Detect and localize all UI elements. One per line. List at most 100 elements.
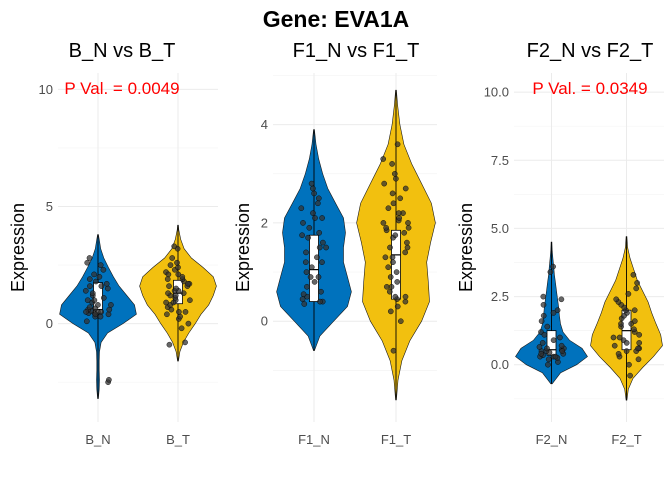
data-point (299, 232, 305, 238)
data-point (302, 259, 309, 266)
data-point (105, 311, 112, 318)
data-point (550, 337, 557, 344)
data-point (311, 279, 318, 285)
data-point (97, 262, 104, 268)
y-tick-label: 0 (46, 316, 53, 331)
data-point (623, 348, 630, 354)
data-point (538, 318, 545, 324)
y-tick-label: 0 (261, 314, 268, 329)
data-point (395, 210, 402, 216)
y-tick-label: 2.5 (491, 289, 509, 304)
data-point (84, 318, 90, 325)
data-point (171, 243, 177, 250)
data-point (300, 220, 306, 226)
data-point (176, 309, 182, 315)
data-point (389, 190, 396, 197)
data-point (636, 331, 643, 338)
figure-title: Gene: EVA1A (263, 6, 410, 32)
data-point (83, 309, 89, 315)
data-point (164, 311, 170, 318)
data-point (177, 313, 183, 320)
data-point (558, 342, 565, 349)
data-point (301, 301, 308, 307)
data-point (618, 320, 624, 327)
data-point (86, 255, 93, 261)
data-point (396, 215, 403, 221)
data-point (175, 271, 182, 278)
data-point (405, 224, 412, 231)
data-point (402, 249, 409, 256)
data-point (401, 229, 408, 236)
data-point (83, 287, 89, 294)
data-point (405, 220, 411, 226)
data-point (300, 291, 307, 298)
data-point (315, 200, 321, 207)
panel-title: F1_N vs F1_T (293, 40, 420, 62)
data-point (539, 340, 546, 346)
data-point (615, 350, 622, 357)
x-tick-label: B_N (85, 432, 110, 447)
data-point (96, 273, 103, 280)
data-point (392, 293, 399, 300)
data-point (165, 271, 172, 278)
data-point (541, 331, 548, 338)
data-point (97, 313, 104, 320)
data-point (544, 323, 551, 330)
data-point (397, 195, 404, 202)
data-point (101, 295, 107, 301)
y-tick-label: 4 (261, 117, 268, 132)
data-point (540, 312, 547, 319)
data-point (317, 298, 323, 305)
y-tick-label: 10 (39, 82, 53, 97)
y-tick-label: 5 (46, 199, 53, 214)
data-point (319, 259, 325, 266)
data-point (175, 264, 181, 271)
data-point (610, 334, 617, 341)
data-point (380, 220, 387, 226)
y-tick-label: 7.5 (491, 153, 509, 168)
data-point (106, 376, 112, 383)
data-point (623, 340, 630, 346)
data-point (182, 339, 188, 346)
data-point (616, 334, 623, 341)
data-point (631, 326, 637, 333)
p-value-annotation: P Val. = 0.0349 (532, 79, 647, 98)
data-point (87, 283, 93, 289)
data-point (540, 293, 547, 300)
y-axis-label: Expression (8, 203, 28, 292)
x-tick-label: F2_N (536, 432, 568, 447)
data-point (389, 254, 396, 261)
data-point (390, 347, 397, 354)
data-point (613, 296, 620, 303)
x-tick-label: F1_T (381, 432, 411, 447)
data-point (611, 342, 618, 349)
data-point (554, 307, 561, 314)
data-point (87, 276, 93, 282)
data-point (390, 259, 396, 266)
data-point (310, 185, 316, 192)
data-point (306, 224, 313, 231)
data-point (394, 141, 401, 148)
y-axis-label: Expression (233, 203, 253, 292)
data-point (105, 285, 111, 292)
data-point (323, 244, 329, 251)
data-point (187, 297, 193, 304)
data-point (391, 170, 398, 177)
data-point (319, 215, 325, 221)
data-point (166, 341, 173, 348)
data-point (315, 274, 322, 280)
data-point (318, 288, 324, 295)
data-point (84, 297, 91, 304)
data-point (559, 348, 566, 354)
data-point (303, 269, 310, 275)
data-point (316, 229, 323, 236)
data-point (385, 264, 392, 271)
data-point (98, 283, 105, 289)
data-point (627, 372, 633, 379)
data-point (174, 259, 180, 266)
p-value-annotation: P Val. = 0.0049 (64, 79, 179, 98)
data-point (103, 280, 110, 287)
data-point (386, 288, 393, 295)
data-point (169, 255, 175, 261)
